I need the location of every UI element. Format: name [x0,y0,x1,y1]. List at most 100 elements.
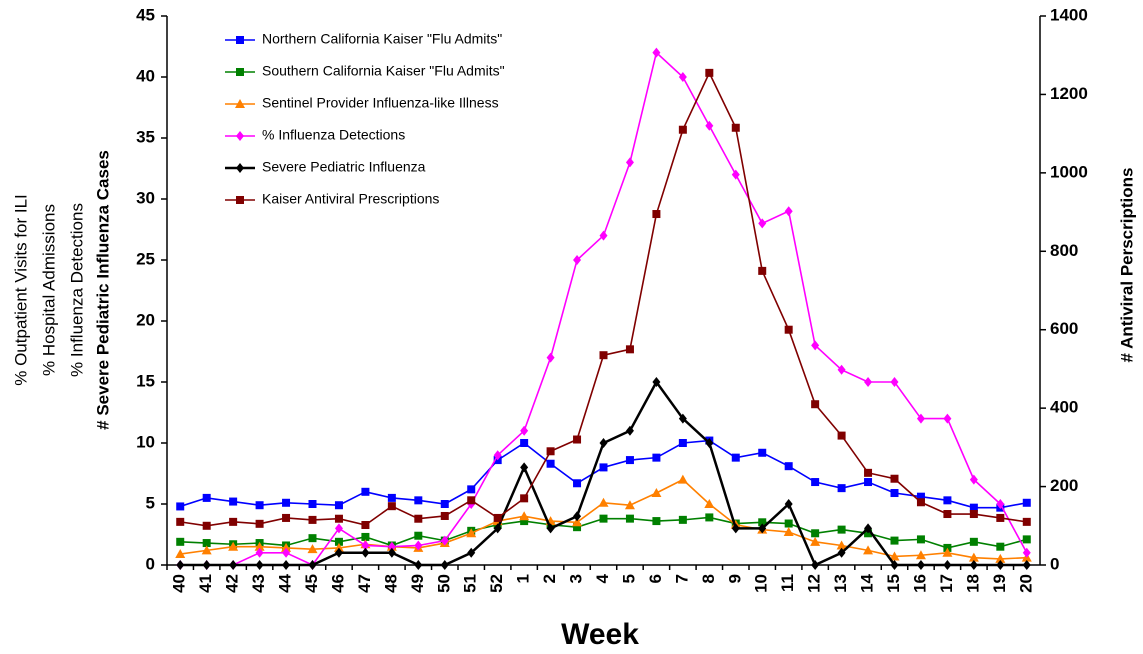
x-tick-label: 10 [752,574,771,593]
point [837,547,846,558]
point [890,377,899,387]
point [784,519,793,528]
point [996,560,1005,570]
x-tick-label: 17 [937,574,956,593]
y-tick-label: 30 [136,188,155,207]
point [784,206,793,217]
point [255,501,264,510]
x-tick-label: 51 [461,574,480,593]
point [864,523,873,534]
point [837,431,846,440]
point [678,72,687,82]
point [758,518,767,527]
point [864,478,873,487]
point [916,413,925,424]
point [890,474,899,483]
y-tick-label: 35 [136,127,155,146]
point [864,468,873,477]
x-tick-label: 19 [990,574,1009,593]
point [440,511,449,520]
x-tick-label: 3 [567,574,586,583]
point [201,545,212,555]
point [890,489,899,498]
point [784,325,793,334]
x-tick-label: 9 [725,574,744,583]
point [308,515,317,524]
y2-axis-title: # Antiviral Perscriptions [1117,168,1136,363]
point [202,521,211,530]
x-tick-label: 44 [276,573,295,592]
legend-label: Northern California Kaiser "Flu Admits" [262,31,502,47]
point [467,496,476,505]
point [546,523,555,534]
point [228,541,239,551]
point [678,413,687,424]
point [916,498,925,507]
y-tick-label: 40 [136,66,155,85]
x-tick-label: 6 [646,574,665,583]
point [387,502,396,511]
point [254,541,265,551]
point [625,157,634,168]
series-line [180,379,1027,567]
y-tick-label: 5 [146,493,155,512]
x-tick-label: 16 [910,574,929,593]
point [520,494,529,503]
point [758,266,767,275]
point [282,560,291,570]
point [624,500,635,510]
point [969,560,978,570]
legend-label: % Influenza Detections [262,127,405,143]
series [176,68,1031,530]
point [176,502,185,511]
point [573,435,582,444]
legend-label: Sentinel Provider Influenza-like Illness [262,95,499,111]
legend-marker [235,99,245,108]
point [758,523,767,534]
x-tick-label: 14 [858,573,877,592]
point [202,560,211,570]
x-tick-label: 7 [672,574,691,583]
point [1022,535,1031,544]
point [968,552,979,562]
point [758,218,767,229]
point [467,485,476,494]
point [652,210,661,219]
point [678,439,687,447]
point [758,448,767,457]
point [599,438,608,448]
point [810,536,821,546]
point [572,517,583,527]
point [678,125,687,134]
x-tick-label: 40 [170,574,189,593]
point [414,496,423,505]
point [599,351,608,360]
series [176,436,1031,512]
point [995,553,1006,563]
point [334,501,343,510]
point [361,540,370,551]
legend-label: Kaiser Antiviral Prescriptions [262,191,439,207]
point [493,450,502,461]
point [598,497,609,507]
point [625,425,634,436]
point [520,517,529,526]
point [916,535,925,544]
point [811,529,820,538]
point [229,560,238,570]
point [282,547,291,558]
legend-marker [236,196,244,204]
legend-label: Severe Pediatric Influenza [262,159,426,175]
point [942,547,953,557]
y-tick-label: 15 [136,371,155,390]
y-tick-label: 45 [136,5,155,24]
point [229,497,238,506]
point [361,547,370,558]
y-tick-label: 0 [146,554,155,573]
x-tick-label: 41 [196,574,215,593]
point [784,462,793,471]
point [651,488,662,498]
point [520,462,529,473]
